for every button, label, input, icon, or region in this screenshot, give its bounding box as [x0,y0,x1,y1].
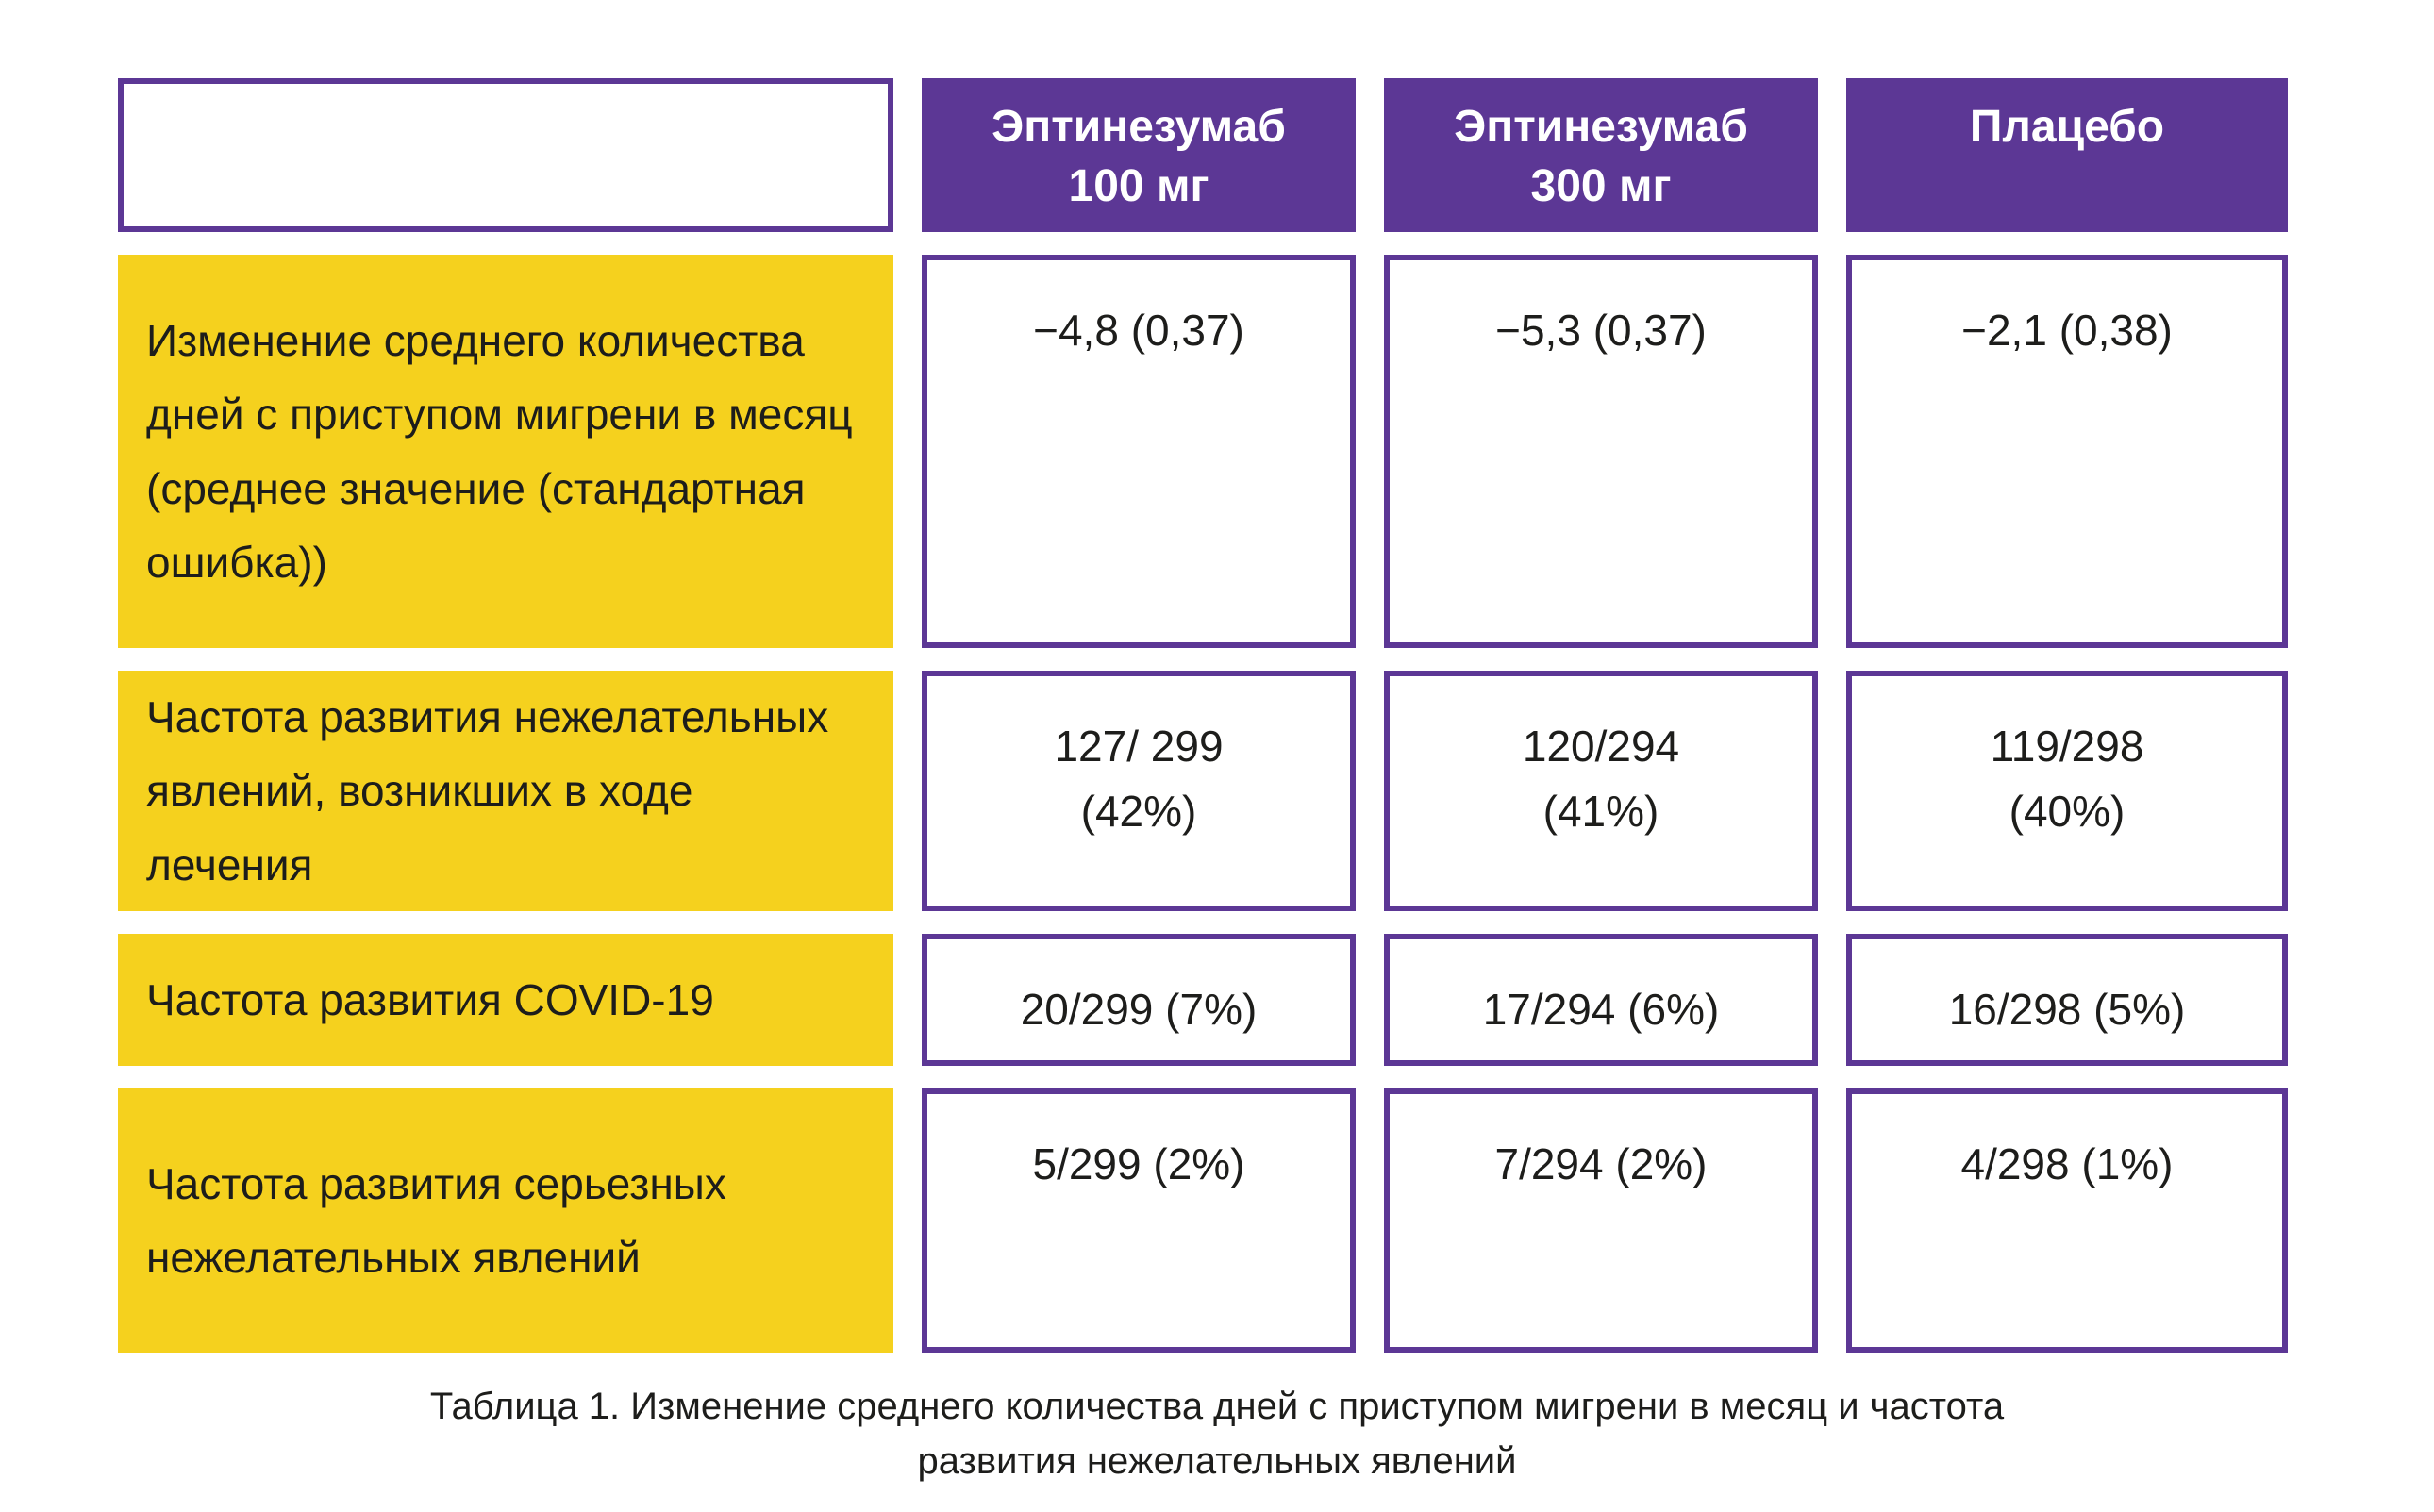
value-cell: 5/299 (2%) [922,1088,1356,1353]
value-cell: 127/ 299 (42%) [922,671,1356,911]
row-label-teae-rate: Частота развития нежелательных явлений, … [118,671,893,911]
value-cell: 20/299 (7%) [922,934,1356,1066]
row-label-migraine-days-change: Изменение среднего количества дней с при… [118,255,893,648]
value-cell: 4/298 (1%) [1846,1088,2288,1353]
value-cell: −5,3 (0,37) [1384,255,1818,648]
value-cell: 120/294 (41%) [1384,671,1818,911]
value-cell: 119/298 (40%) [1846,671,2288,911]
value-cell: 7/294 (2%) [1384,1088,1818,1353]
value-cell: −2,1 (0,38) [1846,255,2288,648]
row-label-covid19-rate: Частота развития COVID-19 [118,934,893,1066]
table-corner-cell [118,78,893,232]
row-label-text: Частота развития нежелательных явлений, … [146,692,829,889]
column-header-eptinezumab-100: Эптинезумаб 100 мг [922,78,1356,232]
row-label-text: Частота развития серьезных нежелательных… [146,1158,726,1282]
row-label-serious-ae-rate: Частота развития серьезных нежелательных… [118,1088,893,1353]
results-table: Эптинезумаб 100 мг Эптинезумаб 300 мг Пл… [118,78,2288,1353]
column-header-placebo: Плацебо [1846,78,2288,232]
column-header-eptinezumab-300: Эптинезумаб 300 мг [1384,78,1818,232]
value-cell: −4,8 (0,37) [922,255,1356,648]
value-cell: 16/298 (5%) [1846,934,2288,1066]
row-label-text: Изменение среднего количества дней с при… [146,316,853,587]
value-cell: 17/294 (6%) [1384,934,1818,1066]
row-label-text: Частота развития COVID-19 [146,974,714,1024]
table-caption: Таблица 1. Изменение среднего количества… [429,1386,2005,1482]
